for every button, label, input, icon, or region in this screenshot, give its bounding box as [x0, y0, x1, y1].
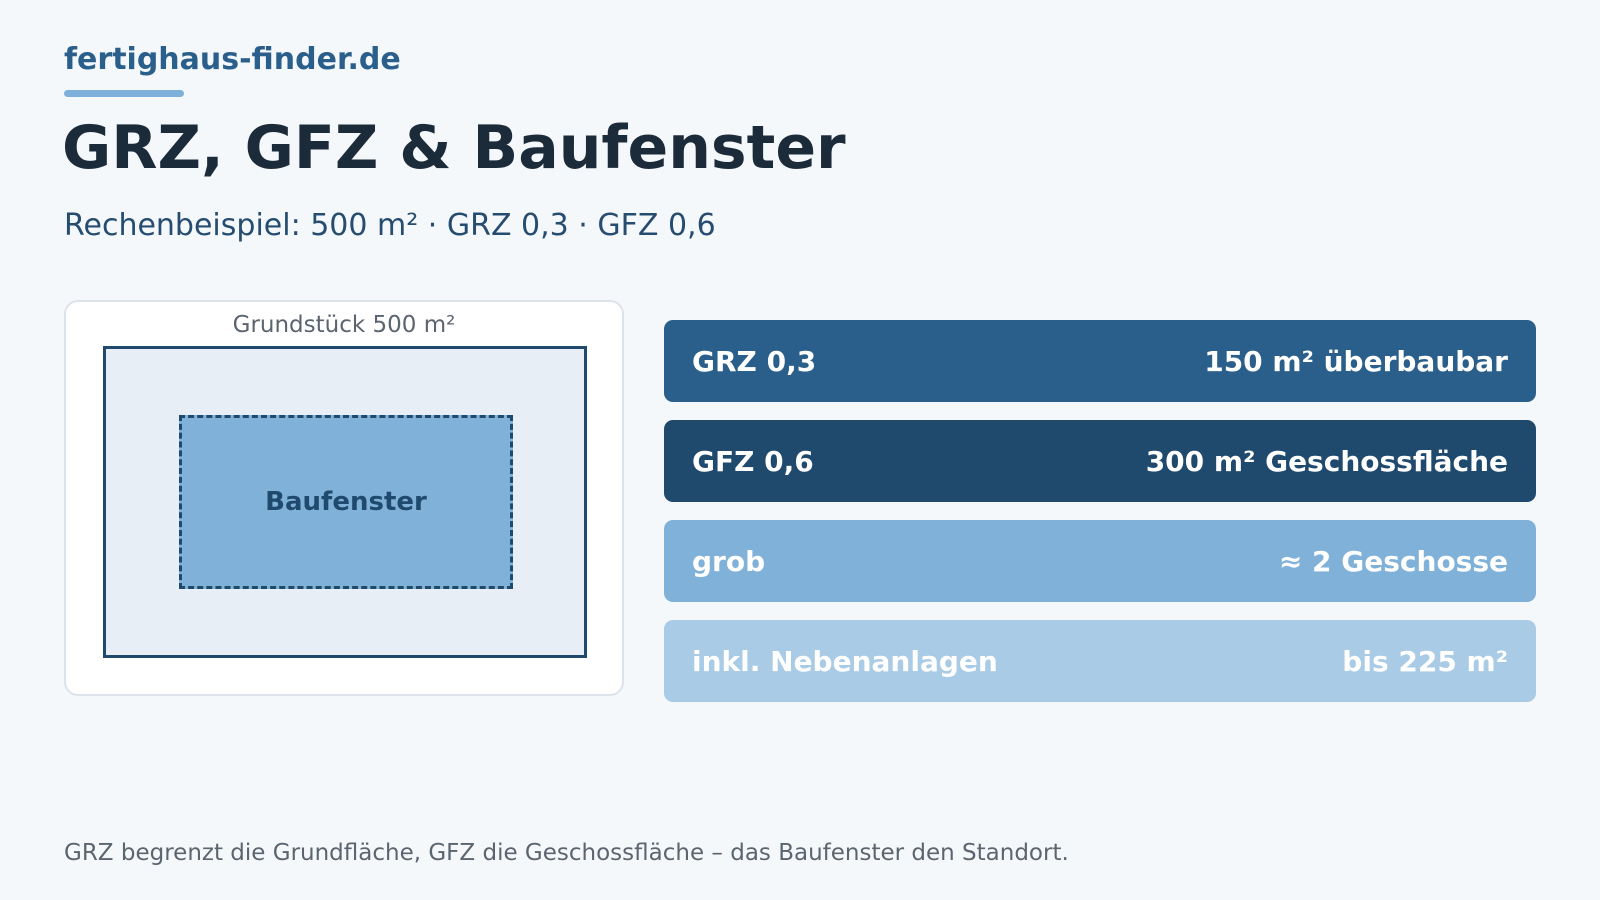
page-subtitle: Rechenbeispiel: 500 m² · GRZ 0,3 · GFZ 0… — [64, 208, 716, 243]
build-window: Baufenster — [179, 415, 513, 589]
metric-grz-value: 150 m² überbaubar — [1204, 344, 1508, 378]
metric-grz: GRZ 0,3 150 m² überbaubar — [664, 320, 1536, 402]
page-title: GRZ, GFZ & Baufenster — [62, 113, 846, 183]
brand-underline — [64, 90, 184, 97]
metric-gfz-label: GFZ 0,6 — [692, 444, 814, 478]
metric-ancillary: inkl. Nebenanlagen bis 225 m² — [664, 620, 1536, 702]
metric-floors-value: ≈ 2 Geschosse — [1278, 544, 1508, 578]
metric-gfz-value: 300 m² Geschossfläche — [1145, 444, 1508, 478]
metric-floors: grob ≈ 2 Geschosse — [664, 520, 1536, 602]
footer-note: GRZ begrenzt die Grundfläche, GFZ die Ge… — [64, 840, 1069, 866]
plot-area: Baufenster — [103, 346, 587, 658]
brand-name: fertighaus-finder.de — [64, 42, 401, 77]
metric-ancillary-value: bis 225 m² — [1342, 644, 1508, 678]
build-window-label: Baufenster — [265, 487, 427, 517]
metric-floors-label: grob — [692, 544, 766, 578]
metric-ancillary-label: inkl. Nebenanlagen — [692, 644, 998, 678]
plot-label: Grundstück 500 m² — [232, 312, 456, 338]
metric-grz-label: GRZ 0,3 — [692, 344, 817, 378]
plot-diagram-card: Grundstück 500 m² Baufenster — [64, 300, 624, 696]
metric-gfz: GFZ 0,6 300 m² Geschossfläche — [664, 420, 1536, 502]
